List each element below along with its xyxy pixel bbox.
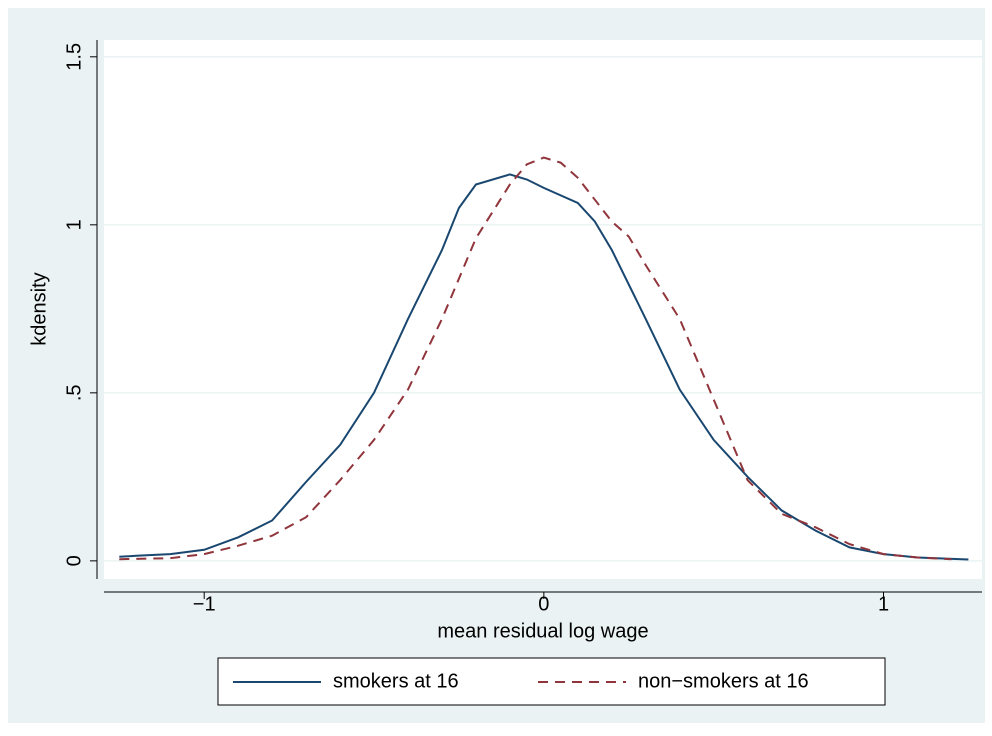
y-tick-label: .5: [63, 384, 85, 401]
x-tick-label: −1: [193, 593, 216, 615]
plot-region: [104, 40, 982, 579]
legend-label: smokers at 16: [333, 670, 459, 692]
legend-label: non−smokers at 16: [638, 670, 809, 692]
x-axis-title: mean residual log wage: [437, 620, 648, 642]
y-tick-label: 0: [63, 555, 85, 566]
y-tick-label: 1.5: [63, 43, 85, 71]
x-tick-label: 1: [878, 593, 889, 615]
x-tick-label: 0: [538, 593, 549, 615]
legend: [217, 657, 886, 706]
series-line: [119, 173, 969, 561]
y-tick-label: 1: [63, 219, 85, 230]
y-axis-title: kdensity: [28, 272, 50, 345]
series-line: [119, 156, 952, 561]
